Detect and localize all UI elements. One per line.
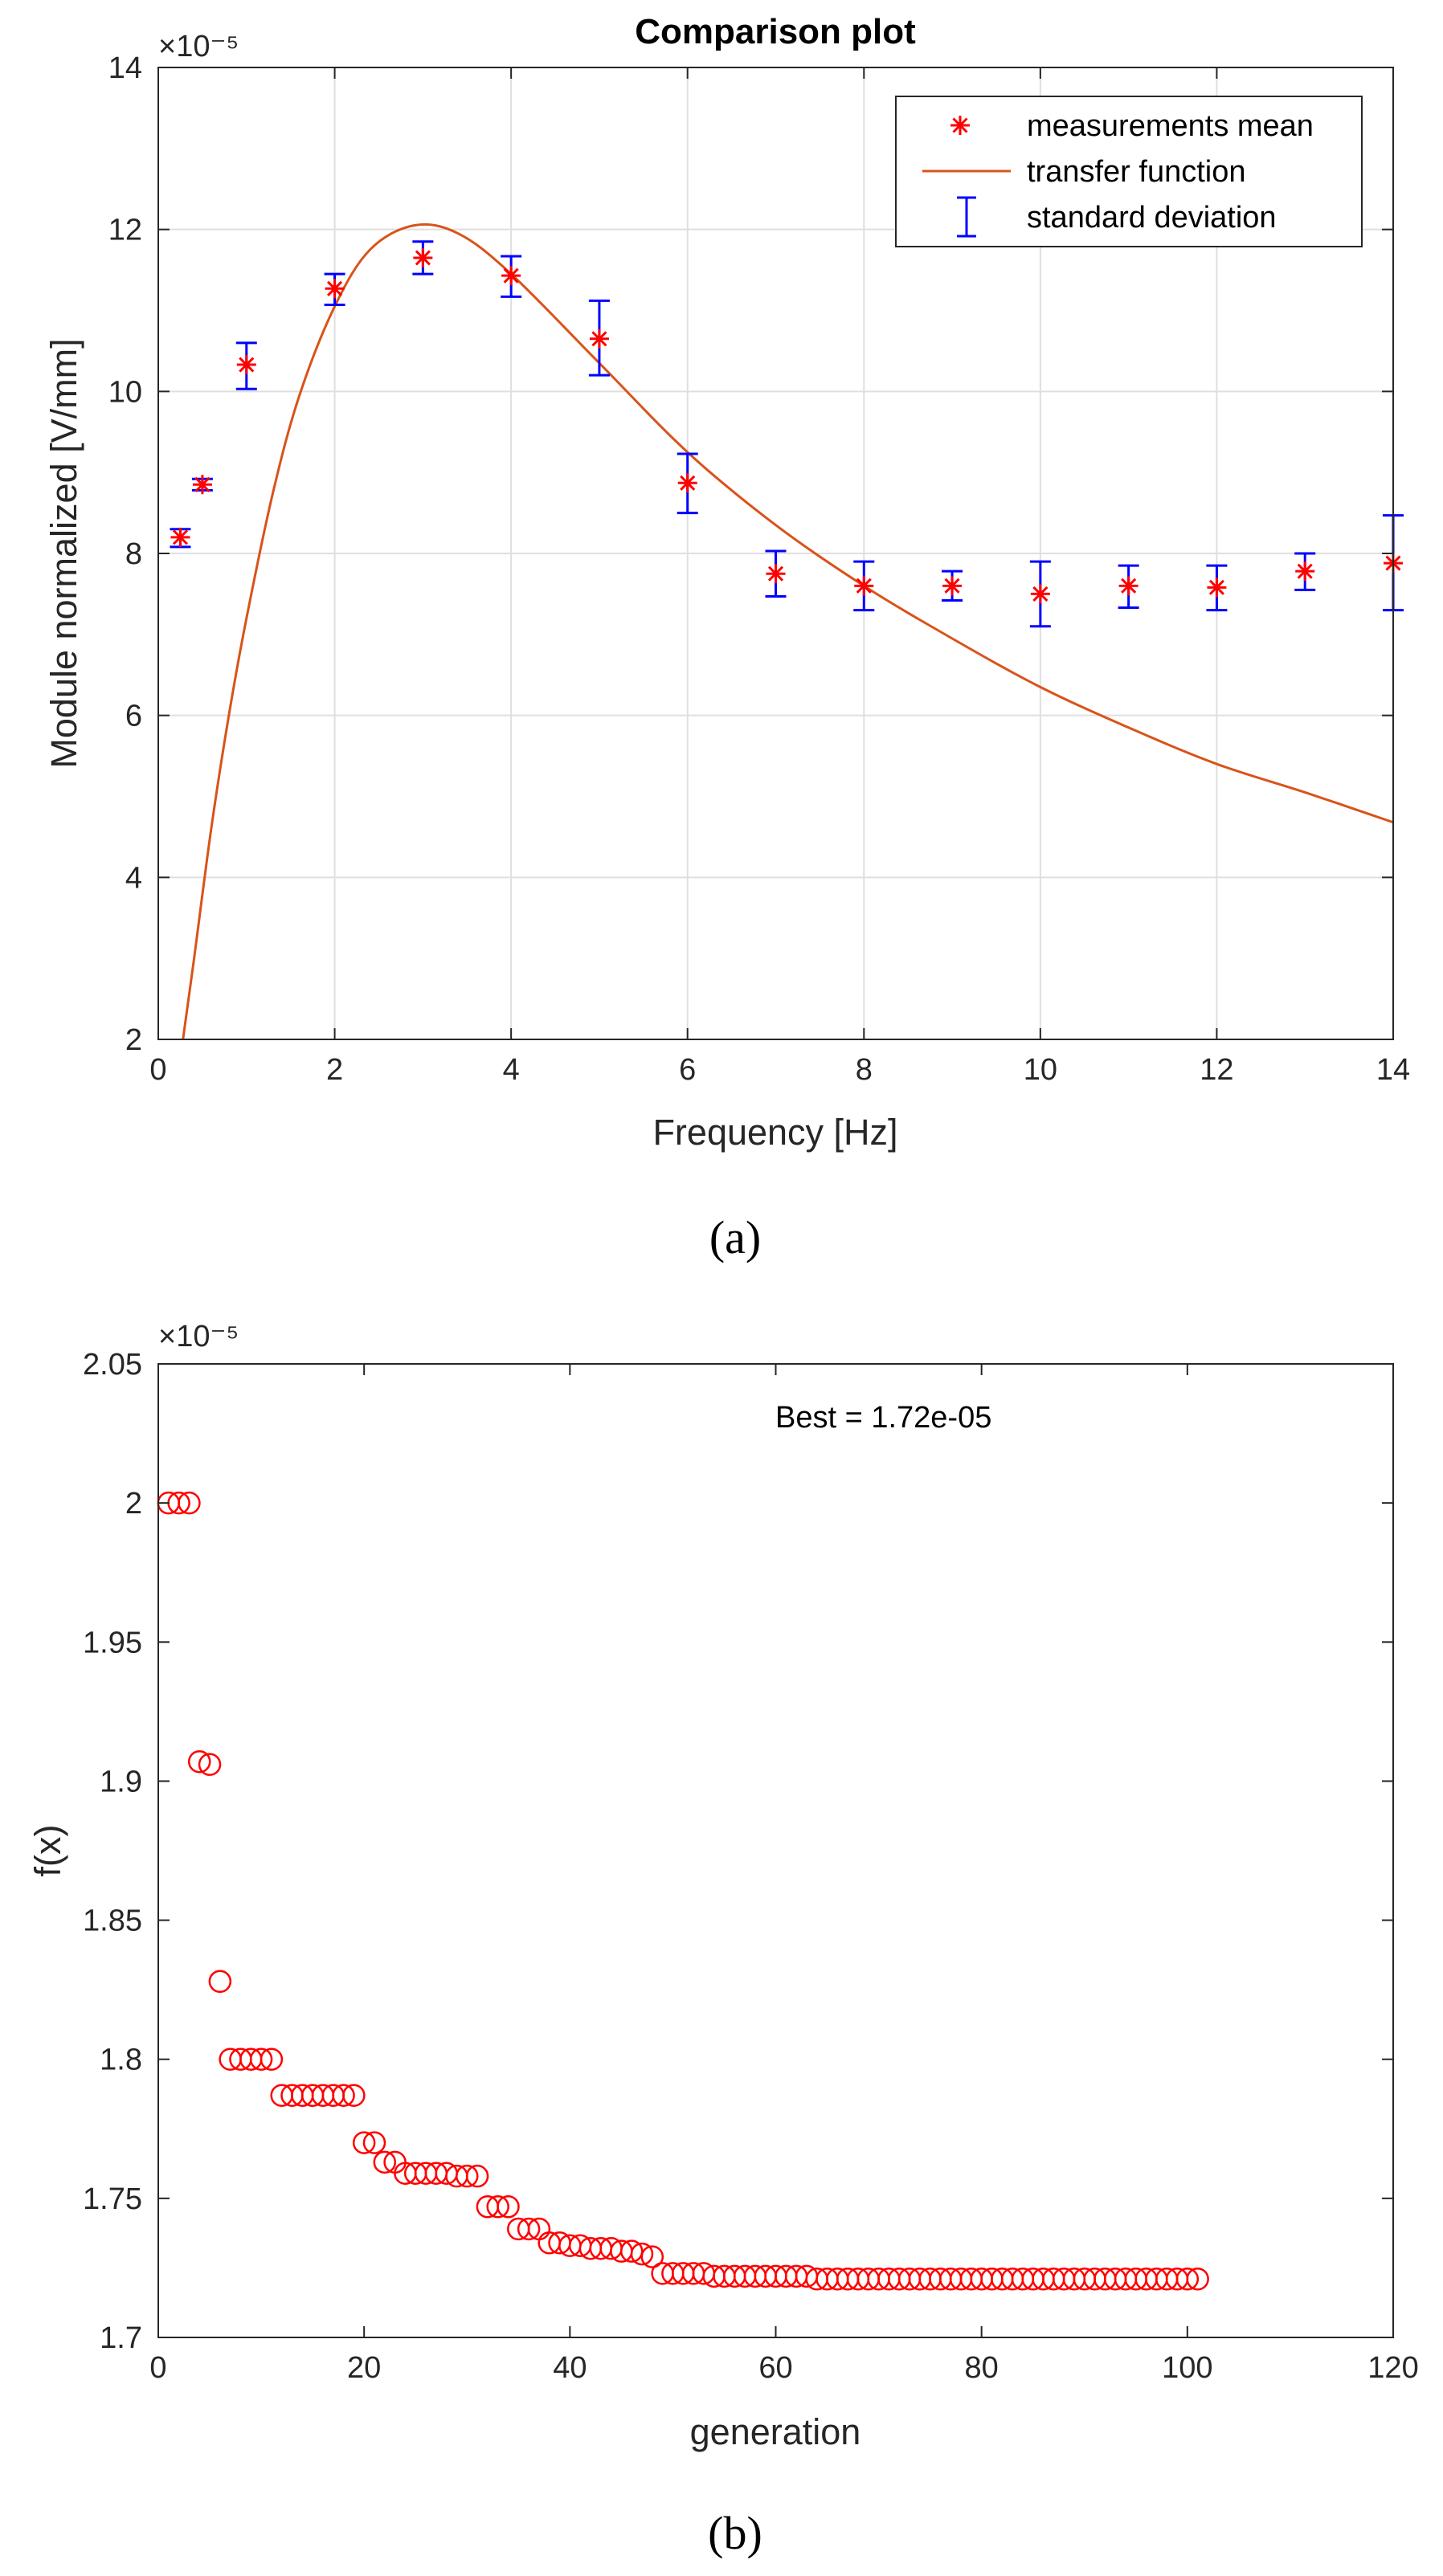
fitness-point (373, 2150, 397, 2174)
x-tick-label: 40 (553, 2351, 587, 2385)
panel-a-y-axis-label: Module normalized [V/mm] (43, 338, 84, 768)
fitness-point (342, 2084, 366, 2107)
fitness-point (352, 2131, 376, 2154)
fitness-point (260, 2047, 284, 2071)
fitness-point (332, 2084, 355, 2107)
measurement-mean-point (236, 355, 256, 375)
legend-entry-measurements-mean: measurements mean (1027, 109, 1314, 143)
y-tick-label: 6 (125, 700, 142, 733)
y-tick-label: 1.85 (83, 1904, 142, 1938)
y-tick-label: 1.8 (100, 2043, 142, 2077)
y-tick-label: 2.05 (83, 1348, 142, 1382)
panel-b-best-annotation: Best = 1.72e-05 (775, 1401, 991, 1435)
y-tick-label: 1.9 (100, 1765, 142, 1798)
panel-b-y-exponent: ×10⁻⁵ (158, 1320, 239, 1353)
panel-a-title: Comparison plot (635, 12, 916, 51)
x-tick-label: 0 (149, 2351, 166, 2385)
panel-a-legend: measurements mean transfer function stan… (895, 96, 1363, 247)
panel-b-marker-layer (157, 1491, 1209, 2291)
x-tick-label: 100 (1162, 2351, 1212, 2385)
panel-b-ticks: 0 20 40 60 80 100 120 1.7 1.75 1.8 1.85 1.9 1.95 2 2.0… (83, 1348, 1419, 2385)
x-tick-label: 0 (149, 1053, 166, 1087)
measurement-mean-point (170, 527, 190, 547)
x-tick-label: 80 (965, 2351, 999, 2385)
measurement-mean-point (589, 329, 609, 349)
x-tick-label: 60 (758, 2351, 792, 2385)
fitness-point (178, 1491, 201, 1515)
x-tick-label: 6 (679, 1053, 696, 1087)
fitness-point (198, 1753, 222, 1776)
y-tick-label: 12 (108, 214, 142, 247)
measurement-mean-point (942, 576, 963, 596)
panel-a-caption: (a) (709, 1211, 761, 1264)
x-tick-label: 14 (1376, 1053, 1410, 1087)
fitness-point (517, 2217, 541, 2241)
fitness-point (456, 2164, 479, 2188)
fitness-point (486, 2194, 509, 2219)
fitness-point (619, 2239, 644, 2263)
panel-a-transfer-function-layer (182, 222, 1394, 1040)
x-tick-label: 20 (347, 2351, 381, 2385)
panel-b-caption: (b) (708, 2507, 762, 2559)
panel-b-fitness-plot: 0 20 40 60 80 100 120 1.7 1.75 1.8 1.85 1.9 1.95 2 2.0… (27, 1320, 1419, 2559)
x-tick-label: 4 (503, 1053, 520, 1087)
y-tick-label: 1.95 (83, 1626, 142, 1659)
panel-b-x-axis-label: generation (690, 2411, 861, 2452)
measurement-mean-point (413, 247, 433, 267)
y-tick-label: 14 (108, 51, 142, 85)
y-tick-label: 4 (125, 861, 142, 895)
fitness-point (1175, 2268, 1200, 2291)
panel-a-x-axis-label: Frequency [Hz] (652, 1112, 897, 1153)
fitness-point (187, 1749, 211, 1774)
panel-a-y-exponent: ×10⁻⁵ (158, 30, 239, 63)
legend-entry-standard-deviation: standard deviation (1027, 201, 1277, 235)
measurement-mean-point (501, 266, 521, 286)
measurement-mean-point (1295, 561, 1315, 582)
fitness-point (497, 2194, 520, 2219)
transfer-function-line (182, 222, 1394, 1040)
fitness-point (630, 2242, 654, 2266)
x-tick-label: 10 (1024, 1053, 1057, 1087)
y-tick-label: 2 (125, 1487, 142, 1521)
fitness-point (249, 2047, 273, 2071)
x-tick-label: 8 (856, 1053, 873, 1087)
measurement-mean-point (766, 564, 786, 584)
y-tick-label: 1.7 (100, 2321, 142, 2355)
x-tick-label: 2 (326, 1053, 343, 1087)
y-tick-label: 10 (108, 375, 142, 409)
x-tick-label: 120 (1367, 2351, 1418, 2385)
x-tick-label: 12 (1200, 1053, 1233, 1087)
measurement-mean-point (192, 475, 212, 495)
legend-marker-star-icon (950, 116, 970, 135)
y-tick-label: 2 (125, 1023, 142, 1057)
fitness-point (465, 2164, 489, 2188)
measurement-mean-point (1030, 584, 1050, 604)
measurement-mean-point (1118, 576, 1138, 596)
fitness-point (362, 2131, 386, 2154)
y-tick-label: 1.75 (83, 2182, 142, 2216)
fitness-point (208, 1970, 232, 1994)
legend-entry-transfer-function: transfer function (1027, 155, 1245, 189)
legend-errorbar-icon (957, 196, 976, 238)
y-tick-label: 8 (125, 537, 142, 571)
fitness-point (1186, 2268, 1209, 2291)
measurement-mean-point (325, 279, 345, 299)
measurement-mean-point (677, 473, 697, 493)
panel-b-y-axis-label: f(x) (27, 1825, 68, 1877)
measurement-mean-point (854, 576, 874, 596)
fitness-point (640, 2245, 664, 2268)
measurement-mean-point (1207, 578, 1227, 598)
